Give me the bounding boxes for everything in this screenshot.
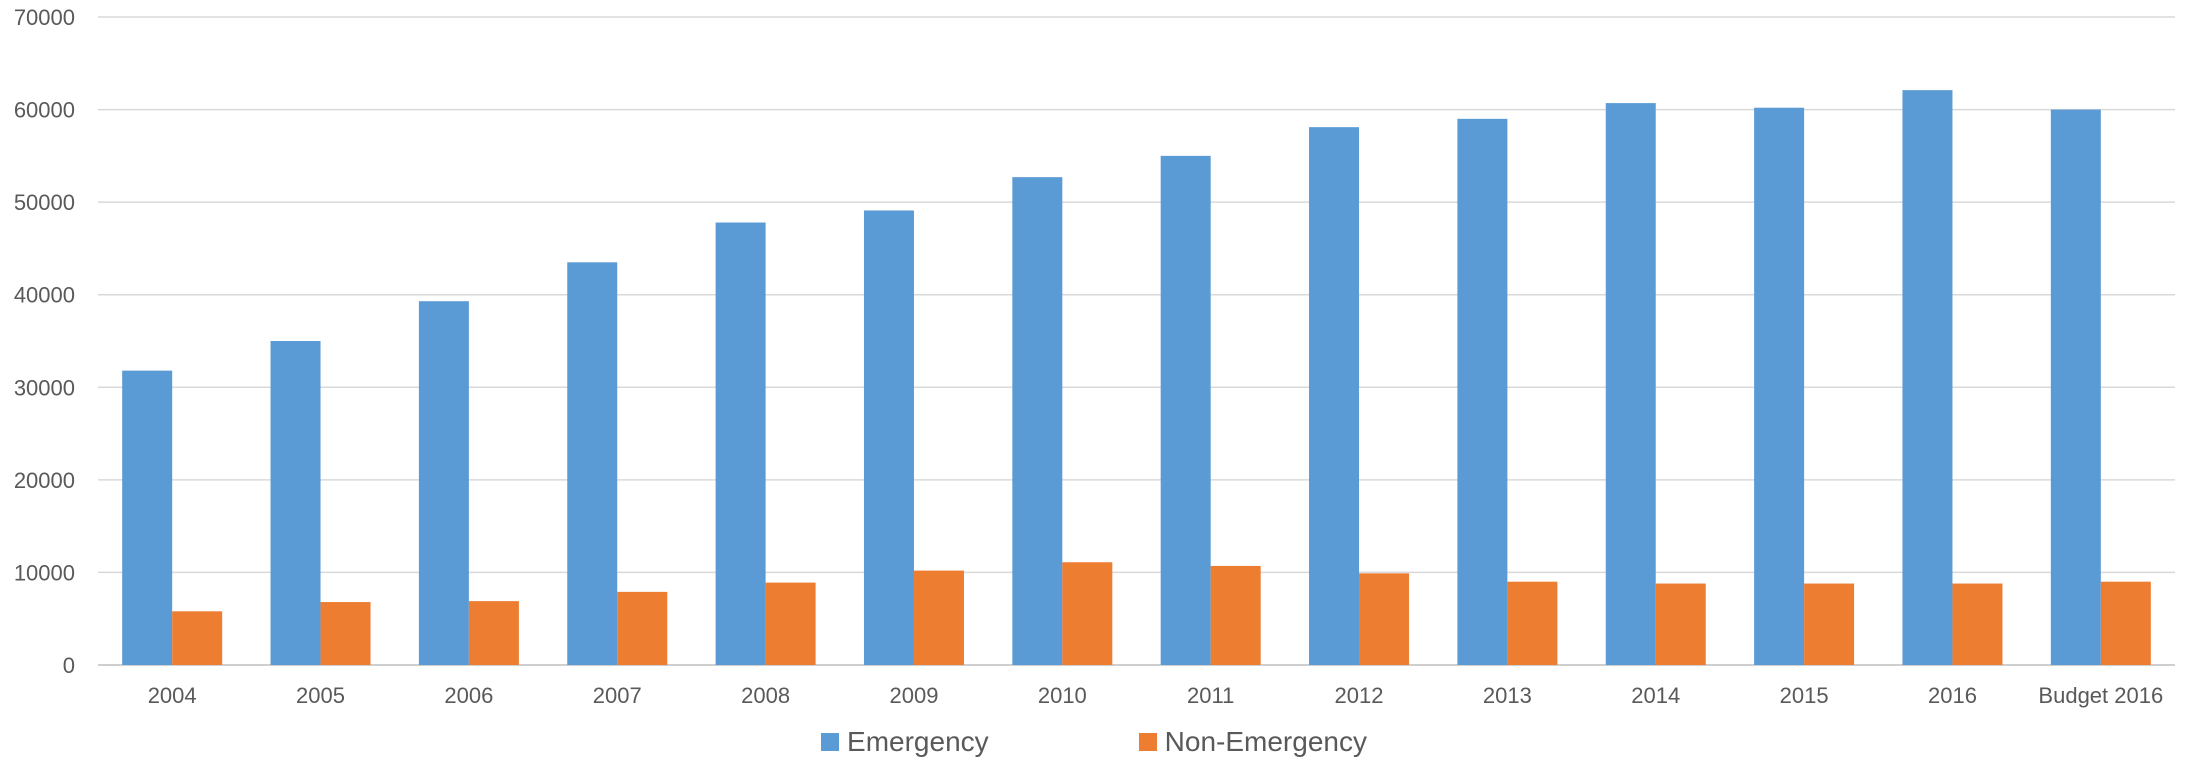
bar-non-emergency: [1062, 562, 1113, 665]
bar-non-emergency: [617, 591, 668, 665]
bar-non-emergency: [1655, 583, 1706, 665]
legend-item-non-emergency: Non-Emergency: [1138, 726, 1367, 758]
x-tick-label: 2015: [1780, 683, 1829, 708]
legend: Emergency Non-Emergency: [0, 726, 2188, 758]
bar-non-emergency: [1507, 581, 1558, 665]
bar-emergency: [715, 222, 766, 665]
y-tick-label: 30000: [14, 375, 75, 400]
bar-emergency: [567, 262, 618, 665]
x-tick-label: 2004: [148, 683, 197, 708]
x-tick-label: 2016: [1928, 683, 1977, 708]
y-tick-label: 40000: [14, 283, 75, 308]
x-tick-label: 2005: [296, 683, 345, 708]
x-tick-label: 2010: [1038, 683, 1087, 708]
x-tick-label: 2006: [444, 683, 493, 708]
bar-non-emergency: [913, 570, 964, 665]
x-tick-label: Budget 2016: [2038, 683, 2163, 708]
x-tick-label: 2009: [889, 683, 938, 708]
bar-non-emergency: [172, 611, 223, 665]
x-tick-label: 2007: [593, 683, 642, 708]
bar-non-emergency: [320, 602, 371, 665]
y-tick-label: 10000: [14, 560, 75, 585]
bar-non-emergency: [1210, 565, 1261, 665]
bar-emergency: [270, 341, 321, 665]
x-tick-label: 2013: [1483, 683, 1532, 708]
y-tick-label: 50000: [14, 190, 75, 215]
legend-label-non-emergency: Non-Emergency: [1164, 726, 1367, 757]
bar-emergency: [1012, 177, 1063, 666]
legend-swatch-emergency: [821, 733, 840, 751]
bar-non-emergency: [468, 601, 519, 665]
bar-emergency: [418, 301, 469, 665]
y-tick-label: 0: [63, 653, 75, 678]
bar-emergency: [1754, 107, 1805, 666]
bar-emergency: [1902, 90, 1953, 666]
x-tick-label: 2008: [741, 683, 790, 708]
bar-emergency: [122, 370, 173, 665]
bar-emergency: [1605, 103, 1656, 665]
legend-label-emergency: Emergency: [847, 726, 989, 757]
y-tick-label: 60000: [14, 98, 75, 123]
x-tick-label: 2014: [1631, 683, 1680, 708]
y-tick-label: 70000: [14, 5, 75, 30]
bar-emergency: [2050, 109, 2101, 666]
bar-chart: 0 10000 20000 30000 40000 50000 60000 70000 2004…: [14, 5, 2175, 708]
bar-non-emergency: [765, 582, 816, 665]
bar-emergency: [863, 210, 914, 665]
bar-non-emergency: [1952, 583, 2003, 665]
legend-item-emergency: Emergency: [821, 726, 989, 758]
bar-emergency: [1457, 118, 1508, 666]
bar-emergency: [1160, 155, 1211, 665]
bar-non-emergency: [1804, 583, 1855, 665]
x-tick-label: 2011: [1187, 683, 1234, 708]
bar-non-emergency: [2100, 581, 2151, 665]
bar-non-emergency: [1359, 573, 1410, 665]
y-tick-label: 20000: [14, 468, 75, 493]
bar-emergency: [1309, 127, 1360, 665]
legend-swatch-non-emergency: [1138, 733, 1157, 751]
x-tick-label: 2012: [1335, 683, 1384, 708]
